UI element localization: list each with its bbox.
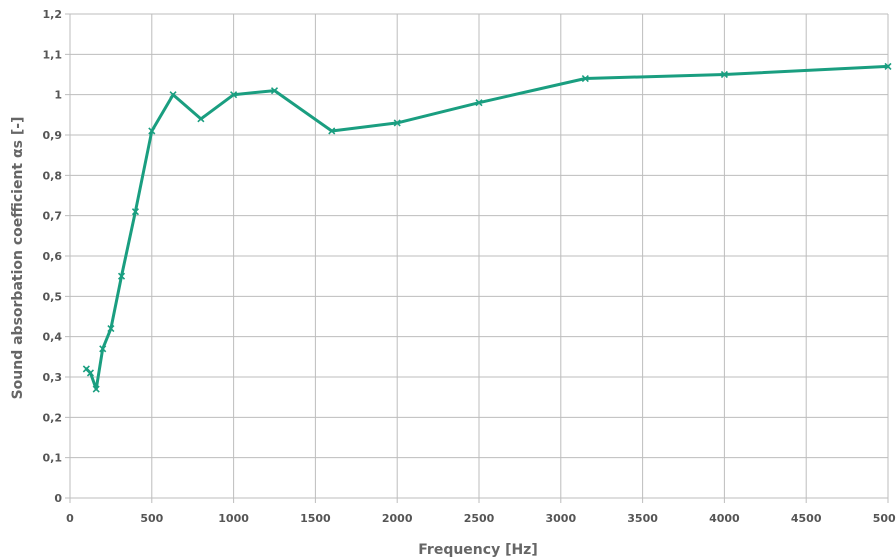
y-tick-label: 0,9 — [43, 129, 63, 142]
x-tick-label: 0 — [66, 512, 74, 525]
x-tick-label: 1500 — [300, 512, 331, 525]
y-tick-label: 0,5 — [43, 290, 63, 303]
data-point-marker — [475, 99, 483, 107]
x-tick-label: 4000 — [709, 512, 740, 525]
y-tick-label: 0,2 — [43, 411, 63, 424]
x-tick-label: 2500 — [464, 512, 495, 525]
y-tick-label: 1,1 — [43, 48, 63, 61]
y-tick-label: 0,3 — [43, 371, 63, 384]
data-point-marker — [720, 70, 728, 79]
series-group — [82, 62, 892, 393]
x-tick-label: 1000 — [218, 512, 249, 525]
x-tick-label: 2000 — [382, 512, 413, 525]
data-point-marker — [131, 208, 140, 216]
y-tick-labels: 0 0,1 0,2 0,3 0,4 0,5 0,6 0,7 0,8 0,9 1 1,1 1,2 — [43, 8, 63, 505]
data-point-marker — [393, 119, 401, 127]
x-tick-label: 3000 — [545, 512, 576, 525]
x-axis-title: Frequency [Hz] — [418, 542, 537, 558]
y-tick-label: 0,8 — [43, 169, 63, 182]
data-point-marker — [328, 127, 336, 135]
y-tick-label: 0 — [54, 492, 62, 505]
data-point-marker — [148, 127, 156, 135]
data-point-marker — [581, 74, 589, 83]
y-tick-label: 0,7 — [43, 210, 63, 223]
grid — [65, 13, 889, 503]
y-tick-label: 1 — [54, 89, 62, 102]
y-tick-label: 0,1 — [43, 452, 63, 465]
x-tick-label: 500 — [140, 512, 163, 525]
data-point-marker — [884, 62, 892, 70]
data-point-marker — [86, 369, 95, 377]
data-point-marker — [117, 272, 126, 280]
y-tick-label: 0,4 — [43, 331, 63, 344]
y-tick-label: 0,6 — [43, 250, 63, 263]
x-tick-label: 3500 — [627, 512, 658, 525]
data-point-marker — [107, 325, 115, 333]
x-tick-label: 4500 — [791, 512, 822, 525]
y-tick-label: 1,2 — [43, 8, 63, 21]
data-point-marker — [92, 385, 100, 393]
data-point-marker — [99, 345, 107, 353]
y-axis-title: Sound absorbation coefficient αs [-] — [10, 117, 26, 400]
data-point-marker — [169, 91, 177, 99]
data-point-marker — [230, 91, 238, 99]
data-point-marker — [197, 115, 205, 123]
data-point-marker — [270, 87, 279, 95]
series-line — [84, 64, 890, 391]
